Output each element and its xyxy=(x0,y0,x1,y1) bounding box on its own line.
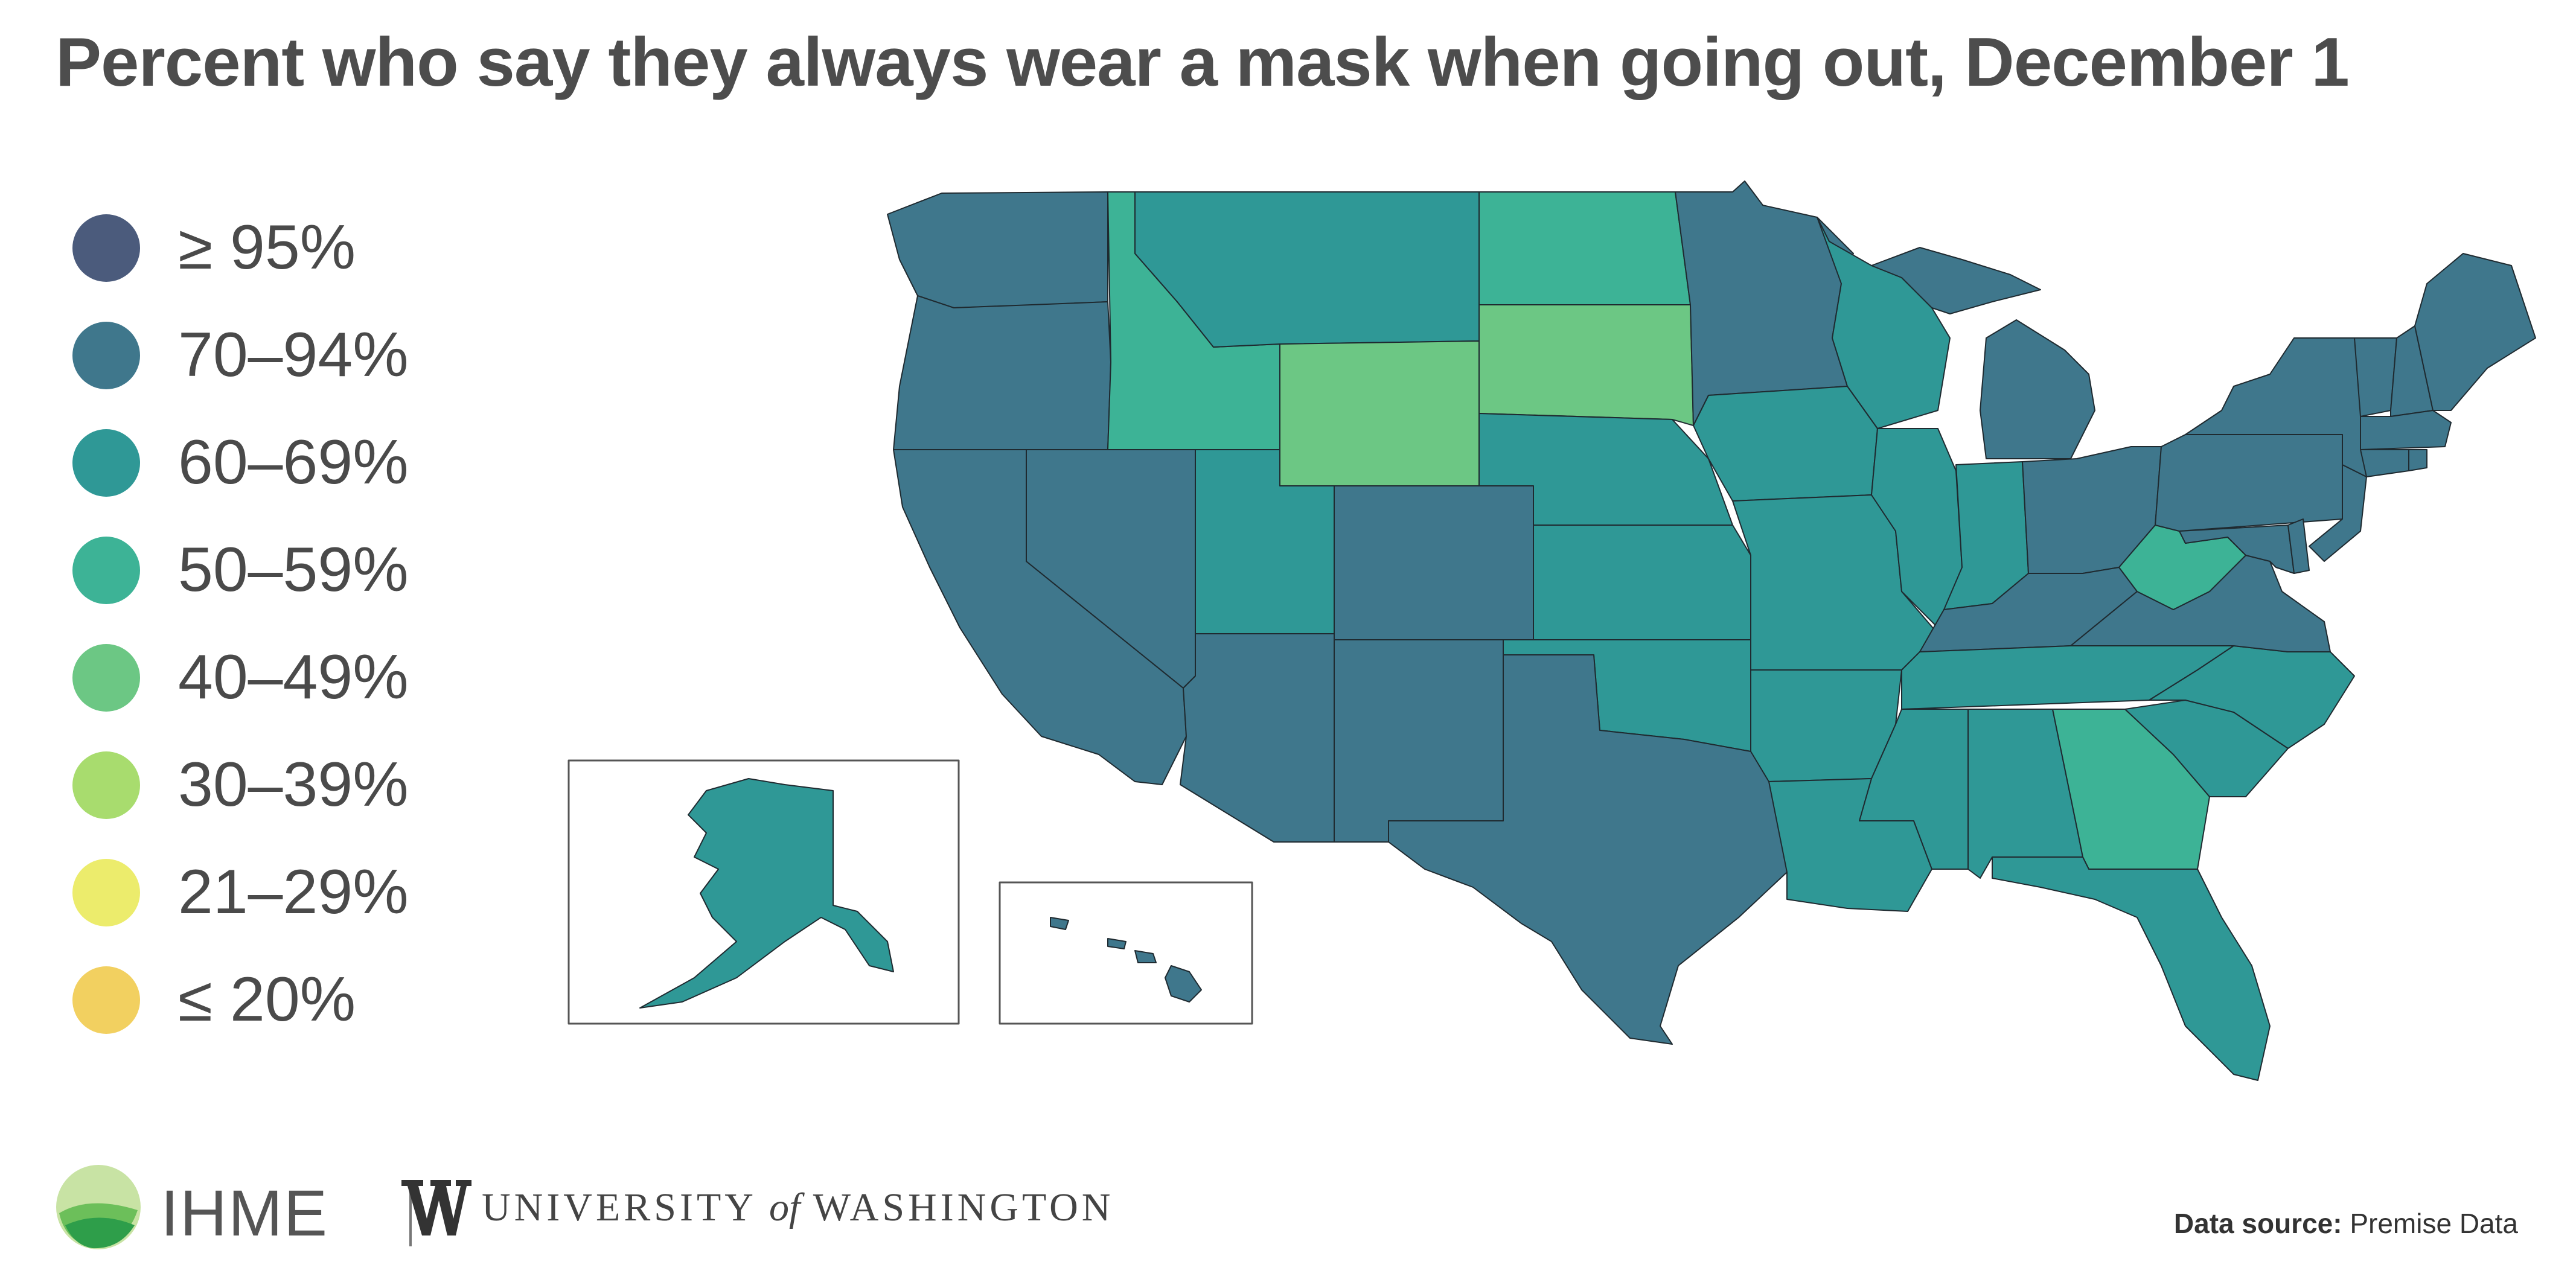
state-massachusetts xyxy=(2360,410,2452,450)
state-rhode-island xyxy=(2408,449,2427,471)
state-maine xyxy=(2414,253,2536,411)
state-arizona xyxy=(1180,633,1335,843)
state-north-dakota xyxy=(1478,191,1691,305)
legend-swatch xyxy=(72,859,140,926)
map-title: Percent who say they always wear a mask … xyxy=(56,24,2350,101)
alaska-inset-frame xyxy=(567,759,960,1025)
data-source-value: Premise Data xyxy=(2350,1208,2518,1239)
state-florida xyxy=(1992,856,2271,1081)
logo-divider xyxy=(409,1180,412,1246)
state-wyoming xyxy=(1279,340,1480,486)
legend-swatch xyxy=(72,322,140,389)
uw-word-of: of xyxy=(769,1185,801,1229)
state-south-dakota xyxy=(1478,304,1694,426)
legend-label: 21–29% xyxy=(178,857,409,927)
legend-swatch xyxy=(72,429,140,497)
state-texas xyxy=(1388,654,1788,1045)
legend-label: 50–59% xyxy=(178,535,409,605)
uw-word-washington: WASHINGTON xyxy=(813,1185,1114,1229)
uw-wordmark: UNIVERSITY of WASHINGTON xyxy=(482,1185,1114,1231)
legend-swatch xyxy=(72,644,140,712)
legend-swatch xyxy=(72,537,140,604)
legend-label: 60–69% xyxy=(178,427,409,497)
legend-swatch xyxy=(72,966,140,1034)
uw-w-logo-icon xyxy=(401,1180,471,1235)
data-source: Data source: Premise Data xyxy=(2174,1207,2518,1240)
state-vermont xyxy=(2354,337,2397,417)
state-iowa xyxy=(1693,386,1878,502)
data-source-label: Data source: xyxy=(2173,1208,2342,1239)
state-kansas xyxy=(1533,524,1751,640)
state-michigan-upper xyxy=(1871,247,2041,314)
ihme-logo-icon xyxy=(56,1165,141,1249)
state-pennsylvania xyxy=(2155,434,2355,532)
ihme-wordmark: IHME xyxy=(161,1176,328,1249)
legend-swatch xyxy=(72,751,140,819)
state-delaware xyxy=(2287,518,2310,574)
uw-word-university: UNIVERSITY xyxy=(482,1185,756,1229)
state-oregon xyxy=(893,295,1111,450)
legend-label: 30–39% xyxy=(178,750,409,820)
legend-label: ≥ 95% xyxy=(178,212,356,282)
state-new-mexico xyxy=(1334,639,1504,843)
state-colorado xyxy=(1334,485,1534,640)
state-north-carolina xyxy=(2149,645,2355,749)
state-michigan xyxy=(1980,319,2095,459)
state-connecticut xyxy=(2360,449,2409,477)
legend-label: 40–49% xyxy=(178,642,409,712)
legend-label: 70–94% xyxy=(178,320,409,390)
state-alaska xyxy=(639,778,894,1009)
legend-swatch xyxy=(72,214,140,282)
footer-logos: IHME UNIVERSITY of WASHINGTON xyxy=(53,1162,1110,1252)
legend-label: ≤ 20% xyxy=(178,964,356,1035)
state-wisconsin xyxy=(1817,217,1951,429)
state-hawaii xyxy=(1050,917,1202,1003)
hawaii-inset-frame xyxy=(999,881,1253,1025)
state-washington xyxy=(887,191,1108,308)
